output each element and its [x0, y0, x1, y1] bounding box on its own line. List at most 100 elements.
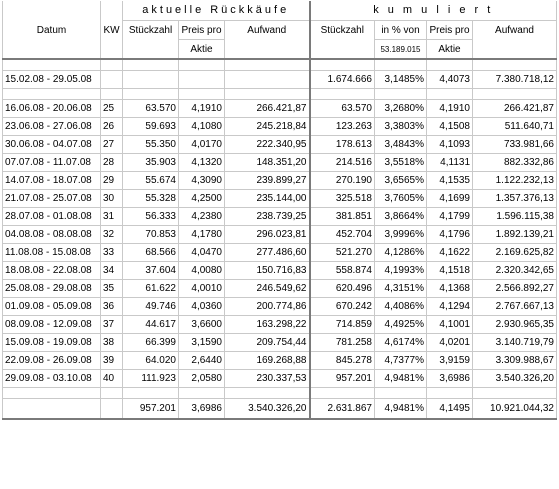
k-pct-cell: 4,6174% — [374, 333, 427, 352]
aufwand-cell: 246.549,62 — [224, 279, 310, 298]
k-preis-cell: 4,1518 — [426, 261, 473, 280]
table-row: 30.06.08 - 04.07.08 27 55.350 4,0170 222.340… — [2, 135, 557, 154]
k-aufwand-cell: 3.309.988,67 — [472, 351, 557, 370]
stueck-cell: 68.566 — [122, 243, 179, 262]
aufwand-cell: 222.340,95 — [224, 135, 310, 154]
k-preis-cell: 3,9159 — [426, 351, 473, 370]
preis-cell: 2,0580 — [178, 369, 225, 388]
preis-cell: 4,1320 — [178, 153, 225, 172]
k-aufwand-cell: 2.767.667,13 — [472, 297, 557, 316]
total-row: 957.201 3,6986 3.540.326,20 2.631.867 4,… — [2, 398, 557, 420]
cumulative-heading: k u m u l i e r t — [308, 1, 557, 21]
k-aufwand-cell: 2.320.342,65 — [472, 261, 557, 280]
datum-cell: 21.07.08 - 25.07.08 — [2, 189, 101, 208]
kw-cell: 27 — [100, 135, 123, 154]
share-buyback-table: aktuelle Rückkäufe k u m u l i e r t Dat… — [2, 1, 557, 420]
aufwand-cell: 200.774,86 — [224, 297, 310, 316]
aufwand-cell: 169.268,88 — [224, 351, 310, 370]
aufwand-cell: 266.421,87 — [224, 99, 310, 118]
kw-cell: 30 — [100, 189, 123, 208]
k-stueck-cell: 214.516 — [308, 153, 375, 172]
k-stueck-cell: 381.851 — [308, 207, 375, 226]
datum-cell: 28.07.08 - 01.08.08 — [2, 207, 101, 226]
kw-cell: 28 — [100, 153, 123, 172]
preis-cell: 4,2380 — [178, 207, 225, 226]
k-aufwand-header: Aufwand — [472, 20, 557, 40]
stueck-cell: 55.674 — [122, 171, 179, 190]
table-row: 07.07.08 - 11.07.08 28 35.903 4,1320 148.351… — [2, 153, 557, 172]
stueck-cell: 35.903 — [122, 153, 179, 172]
k-preis-cell: 4,0201 — [426, 333, 473, 352]
k-aufwand-cell: 511.640,71 — [472, 117, 557, 136]
k-stueck-cell: 620.496 — [308, 279, 375, 298]
table-row: 28.07.08 - 01.08.08 31 56.333 4,2380 238.739… — [2, 207, 557, 226]
k-aufwand-cell: 3.140.719,79 — [472, 333, 557, 352]
k-pct-cell: 4,3151% — [374, 279, 427, 298]
datum-cell: 11.08.08 - 15.08.08 — [2, 243, 101, 262]
stueck-cell: 111.923 — [122, 369, 179, 388]
preis-cell: 4,2500 — [178, 189, 225, 208]
kw-header: KW — [100, 20, 123, 40]
preis-cell: 4,0170 — [178, 135, 225, 154]
k-aufwand-cell: 2.930.965,35 — [472, 315, 557, 334]
k-pct-cell: 3,2680% — [374, 99, 427, 118]
table-row: 21.07.08 - 25.07.08 30 55.328 4,2500 235.144… — [2, 189, 557, 208]
datum-cell: 07.07.08 - 11.07.08 — [2, 153, 101, 172]
total-k-preis: 4,1495 — [426, 398, 473, 420]
table-row: 15.09.08 - 19.09.08 38 66.399 3,1590 209.754… — [2, 333, 557, 352]
preis-cell: 4,1910 — [178, 99, 225, 118]
table-row: 08.09.08 - 12.09.08 37 44.617 3,6600 163.298… — [2, 315, 557, 334]
k-stueck-cell: 1.674.666 — [308, 70, 375, 89]
kw-cell: 26 — [100, 117, 123, 136]
k-aufwand-cell: 2.566.892,27 — [472, 279, 557, 298]
kw-cell: 29 — [100, 171, 123, 190]
k-preis-cell: 4,1368 — [426, 279, 473, 298]
kw-cell: 39 — [100, 351, 123, 370]
kw-cell: 40 — [100, 369, 123, 388]
stueck-cell: 61.622 — [122, 279, 179, 298]
k-stueck-cell: 781.258 — [308, 333, 375, 352]
k-aufwand-cell: 733.981,66 — [472, 135, 557, 154]
stueck-cell: 37.604 — [122, 261, 179, 280]
k-stueck-cell: 178.613 — [308, 135, 375, 154]
kw-cell: 33 — [100, 243, 123, 262]
total-aufwand: 3.540.326,20 — [224, 398, 310, 420]
datum-cell: 30.06.08 - 04.07.08 — [2, 135, 101, 154]
k-stueck-cell: 270.190 — [308, 171, 375, 190]
preis-cell: 4,0360 — [178, 297, 225, 316]
datum-cell: 15.09.08 - 19.09.08 — [2, 333, 101, 352]
table-row: 11.08.08 - 15.08.08 33 68.566 4,0470 277.486… — [2, 243, 557, 262]
k-pct-cell: 4,7377% — [374, 351, 427, 370]
k-stueck-cell: 957.201 — [308, 369, 375, 388]
k-stueck-cell: 452.704 — [308, 225, 375, 244]
aufwand-cell: 238.739,25 — [224, 207, 310, 226]
aufwand-cell: 239.899,27 — [224, 171, 310, 190]
k-aufwand-cell: 3.540.326,20 — [472, 369, 557, 388]
kw-cell: 31 — [100, 207, 123, 226]
k-stueck-cell: 63.570 — [308, 99, 375, 118]
aufwand-cell: 245.218,84 — [224, 117, 310, 136]
k-stueck-cell: 325.518 — [308, 189, 375, 208]
stueck-cell: 63.570 — [122, 99, 179, 118]
preis-cell: 4,1080 — [178, 117, 225, 136]
k-stueck-cell: 714.859 — [308, 315, 375, 334]
current-buybacks-heading: aktuelle Rückkäufe — [122, 1, 310, 21]
k-preis-cell: 4,1535 — [426, 171, 473, 190]
k-preis-cell: 4,1699 — [426, 189, 473, 208]
k-preis-cell: 4,1131 — [426, 153, 473, 172]
k-preis-cell: 4,1799 — [426, 207, 473, 226]
table-row: 16.06.08 - 20.06.08 25 63.570 4,1910 266.421… — [2, 99, 557, 118]
k-aufwand-cell: 266.421,87 — [472, 99, 557, 118]
kw-cell: 34 — [100, 261, 123, 280]
k-preis-cell: 4,1001 — [426, 315, 473, 334]
k-stueck-cell: 670.242 — [308, 297, 375, 316]
k-preis-cell: 4,1796 — [426, 225, 473, 244]
aufwand-cell: 148.351,20 — [224, 153, 310, 172]
k-pct-cell: 3,9996% — [374, 225, 427, 244]
k-pct-cell: 3,8664% — [374, 207, 427, 226]
k-aufwand-cell: 882.332,86 — [472, 153, 557, 172]
stueck-cell: 49.746 — [122, 297, 179, 316]
datum-cell: 18.08.08 - 22.08.08 — [2, 261, 101, 280]
datum-cell: 22.09.08 - 26.09.08 — [2, 351, 101, 370]
table-row: 22.09.08 - 26.09.08 39 64.020 2,6440 169.268… — [2, 351, 557, 370]
